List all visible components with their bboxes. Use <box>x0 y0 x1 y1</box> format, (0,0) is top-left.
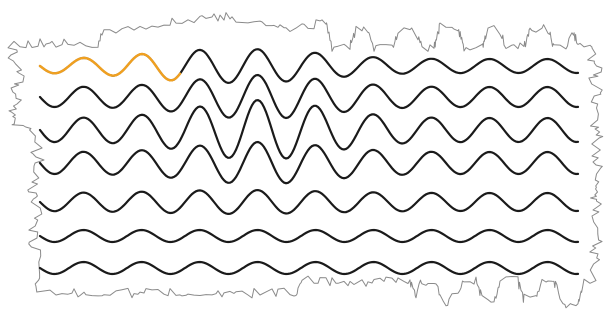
jagged-outline <box>7 12 604 309</box>
wave-line <box>38 188 580 216</box>
highlighted-wave-segment <box>38 52 182 82</box>
wave-line <box>38 228 580 244</box>
wave-lines <box>38 48 580 276</box>
wave-line <box>38 260 580 276</box>
wave-line <box>38 98 580 160</box>
wave-line <box>38 73 580 120</box>
wave-line <box>38 48 580 85</box>
wave-line <box>38 140 580 185</box>
